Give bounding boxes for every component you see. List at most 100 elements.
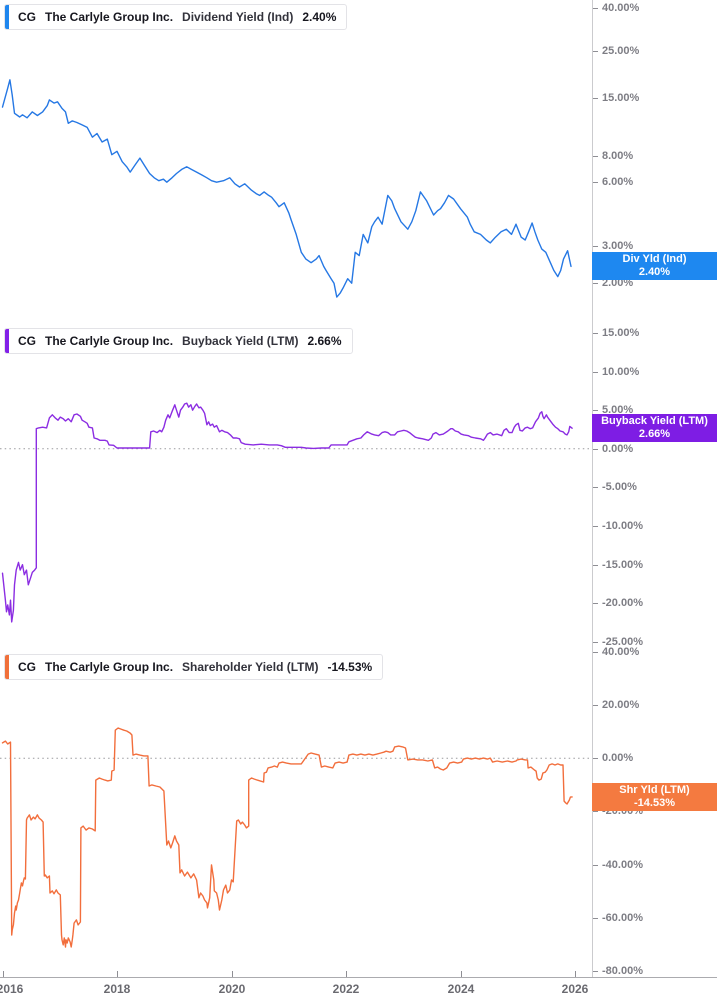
y-tick-mark [592,156,598,157]
label-value: 2.40% [638,266,671,278]
y-tick-mark [592,652,598,653]
y-tick-label: 8.00% [602,150,634,162]
buyback-yield-line-chart [0,402,592,623]
x-tick-label: 2024 [447,982,475,996]
company-name: The Carlyle Group Inc. [45,334,174,348]
y-tick-mark [592,758,598,759]
panel-shareholder-yield: CG The Carlyle Group Inc. Shareholder Yi… [0,646,717,977]
y-tick-mark [592,705,598,706]
y-tick-label: 25.00% [602,45,640,57]
plot-area-buyback-yield[interactable]: CG The Carlyle Group Inc. Buyback Yield … [0,321,592,650]
y-tick-mark [592,603,598,604]
y-tick-label: 15.00% [602,327,640,339]
y-tick-mark [592,918,598,919]
x-tick-label: 2016 [0,982,24,996]
y-tick-mark [592,487,598,488]
y-tick-label: 40.00% [602,646,640,658]
x-axis-line [0,977,717,978]
y-tick-label: 2.00% [602,277,634,289]
x-tick-label: 2026 [561,982,589,996]
y-tick-label: -25.00% [602,636,643,648]
y-tick-mark [592,526,598,527]
x-tick-mark [232,971,233,977]
y-tick-label: 5.00% [602,404,634,416]
x-tick-label: 2020 [218,982,246,996]
metric-value: -14.53% [327,660,373,674]
y-tick-label: -10.00% [602,520,643,532]
y-tick-mark [592,865,598,866]
last-value-label-dividend-yield: Div Yld (Ind) 2.40% [592,252,717,280]
label-metric: Div Yld (Ind) [622,253,687,265]
y-tick-label: -20.00% [602,597,643,609]
accent-bar [5,655,9,679]
chart-header-shareholder-yield[interactable]: CG The Carlyle Group Inc. Shareholder Yi… [4,654,384,680]
y-tick-label: 15.00% [602,92,640,104]
y-tick-label: 20.00% [602,699,640,711]
y-tick-mark [592,283,598,284]
chart-header-dividend-yield[interactable]: CG The Carlyle Group Inc. Dividend Yield… [4,4,348,30]
y-tick-mark [592,410,598,411]
ticker-symbol: CG [18,334,36,348]
y-axis-shareholder-yield: Shr Yld (LTM) -14.53% 40.00% 20.00% 0.00% -… [592,646,717,977]
company-name: The Carlyle Group Inc. [45,10,174,24]
panel-dividend-yield: CG The Carlyle Group Inc. Dividend Yield… [0,0,717,320]
y-tick-mark [592,449,598,450]
metric-name: Dividend Yield (Ind) [182,10,294,24]
label-value: -14.53% [634,797,675,809]
x-tick-mark [346,971,347,977]
y-tick-mark [592,971,598,972]
y-tick-mark [592,642,598,643]
series-line [1,402,573,623]
x-tick-mark [461,971,462,977]
y-tick-mark [592,565,598,566]
y-tick-mark [592,333,598,334]
x-tick-label: 2022 [332,982,360,996]
metric-value: 2.40% [302,10,337,24]
dividend-yield-line-chart [1,79,572,298]
y-tick-mark [592,51,598,52]
y-tick-label: 3.00% [602,240,634,252]
label-metric: Shr Yld (LTM) [619,784,690,796]
y-tick-label: -80.00% [602,965,643,977]
plot-area-dividend-yield[interactable]: CG The Carlyle Group Inc. Dividend Yield… [0,0,592,320]
x-tick-mark [117,971,118,977]
accent-bar [5,329,9,353]
x-tick-label: 2018 [103,982,131,996]
company-name: The Carlyle Group Inc. [45,660,174,674]
ticker-symbol: CG [18,10,36,24]
y-tick-mark [592,372,598,373]
x-tick-mark [575,971,576,977]
plot-area-shareholder-yield[interactable]: CG The Carlyle Group Inc. Shareholder Yi… [0,651,592,977]
x-axis: 2016 2018 2020 2022 2024 2026 [0,971,717,1005]
y-tick-mark [592,98,598,99]
y-tick-mark [592,246,598,247]
y-tick-label: -15.00% [602,559,643,571]
y-tick-mark [592,182,598,183]
series-line [1,727,573,948]
y-tick-label: 0.00% [602,443,634,455]
y-tick-label: -5.00% [602,481,637,493]
panel-buyback-yield: CG The Carlyle Group Inc. Buyback Yield … [0,321,717,650]
y-tick-label: 6.00% [602,176,634,188]
label-metric: Buyback Yield (LTM) [601,415,708,427]
ticker-symbol: CG [18,660,36,674]
metric-value: 2.66% [307,334,342,348]
y-tick-label: 0.00% [602,752,634,764]
y-tick-label: 40.00% [602,2,640,14]
shareholder-yield-line-chart [0,727,592,948]
y-tick-mark [592,811,598,812]
y-axis-dividend-yield: Div Yld (Ind) 2.40% 40.00% 25.00% 15.00% 8.… [592,0,717,320]
series-line [1,79,572,298]
x-tick-mark [3,971,4,977]
y-tick-label: -60.00% [602,912,643,924]
accent-bar [5,5,9,29]
y-axis-buyback-yield: Buyback Yield (LTM) 2.66% 15.00% 10.00% 5.… [592,321,717,650]
right-axis-line [592,0,593,977]
metric-name: Buyback Yield (LTM) [182,334,299,348]
label-value: 2.66% [638,428,671,440]
y-tick-mark [592,8,598,9]
last-value-label-shareholder-yield: Shr Yld (LTM) -14.53% [592,783,717,811]
y-tick-label: 10.00% [602,366,640,378]
chart-header-buyback-yield[interactable]: CG The Carlyle Group Inc. Buyback Yield … [4,328,353,354]
